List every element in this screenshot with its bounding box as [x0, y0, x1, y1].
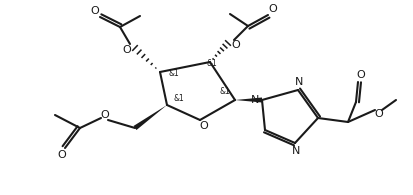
Text: N: N [250, 95, 259, 105]
Text: O: O [356, 70, 365, 80]
Polygon shape [235, 98, 261, 103]
Text: &1: &1 [219, 88, 230, 97]
Polygon shape [133, 105, 166, 130]
Text: O: O [57, 150, 66, 160]
Text: O: O [268, 4, 277, 14]
Text: &1: &1 [173, 95, 184, 104]
Text: &1: &1 [168, 69, 179, 79]
Text: O: O [100, 110, 109, 120]
Text: O: O [231, 40, 240, 50]
Text: O: O [90, 6, 99, 16]
Text: O: O [374, 109, 382, 119]
Text: N: N [294, 77, 302, 87]
Text: O: O [199, 121, 208, 131]
Text: N: N [291, 146, 299, 156]
Text: &1: &1 [206, 59, 217, 68]
Text: O: O [122, 45, 131, 55]
